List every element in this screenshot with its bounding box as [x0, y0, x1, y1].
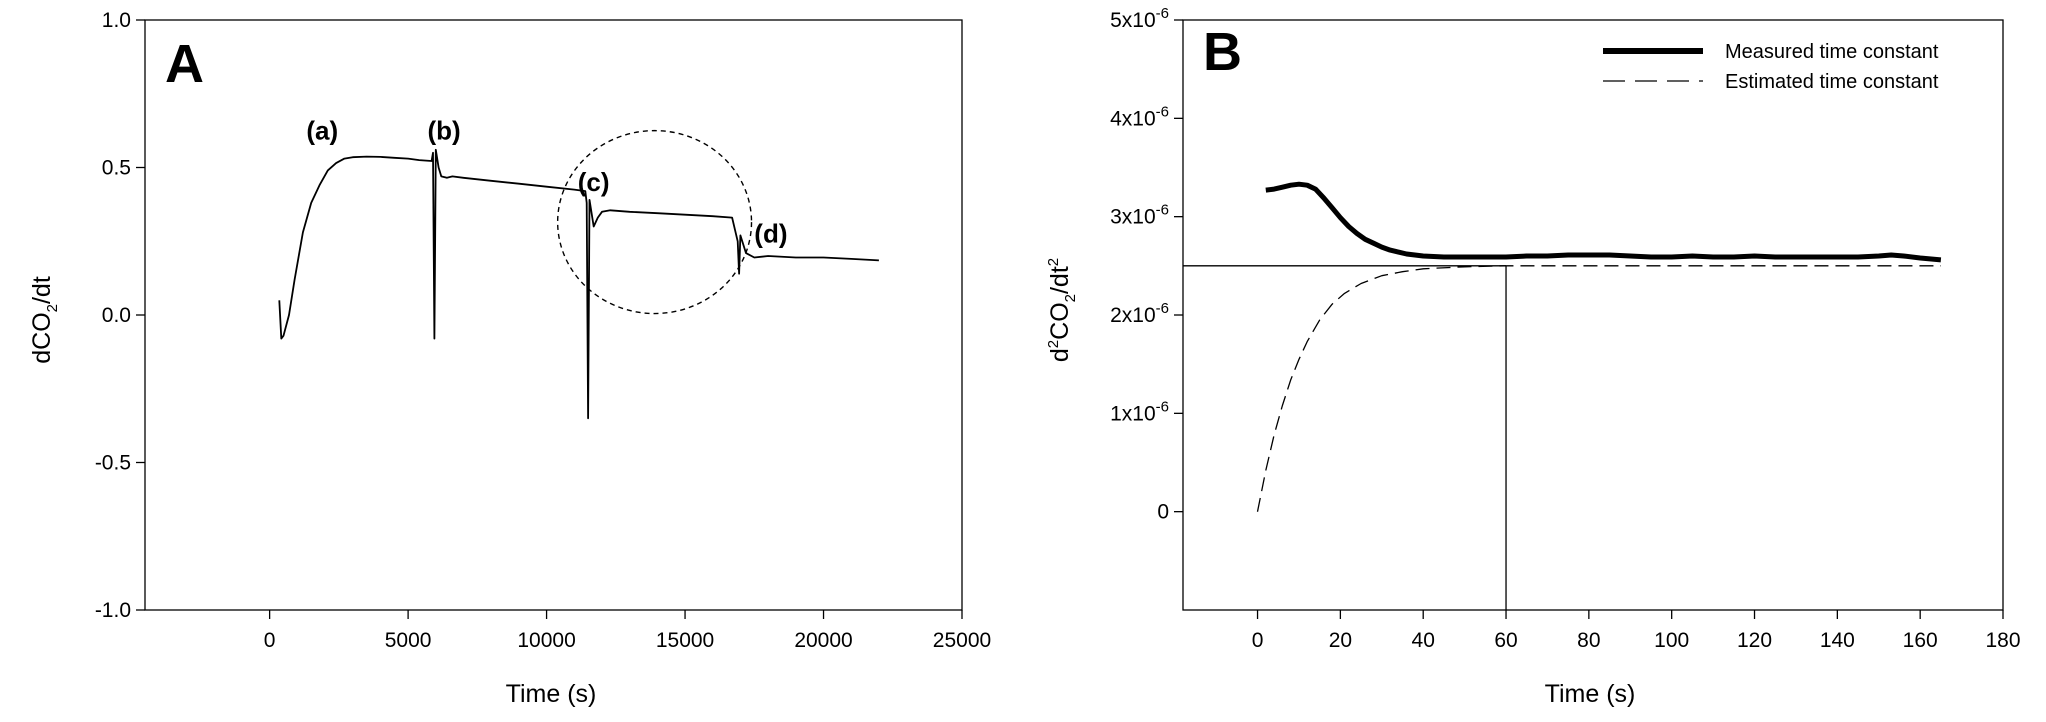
- panel-b-x-tick-label: 100: [1654, 629, 1689, 652]
- panel-b-x-tick-label: 20: [1329, 629, 1352, 652]
- panel-a-y-tick-label: -0.5: [95, 452, 131, 475]
- panel-a-x-axis-title: Time (s): [506, 680, 597, 708]
- chart-marks: 0 5000 10000 15000 20000 25000-1.0-0.50.00.51…: [95, 5, 2021, 652]
- panel-a-x-tick-label: 0: [264, 629, 276, 652]
- panel-b-x-tick-label: 160: [1903, 629, 1938, 652]
- panel-b-x-tick-label: 120: [1737, 629, 1772, 652]
- panel-a-y-tick-label: 0.5: [102, 157, 131, 180]
- panel-a-letter: A: [165, 34, 204, 94]
- panel-a-y-tick-label: -1.0: [95, 599, 131, 622]
- panel-b-x-tick-label: 140: [1820, 629, 1855, 652]
- panel-b-x-tick-label: 40: [1412, 629, 1435, 652]
- panel-a-y-axis-title: dCO2/dt: [28, 276, 61, 364]
- panel-b-x-tick-label: 180: [1985, 629, 2020, 652]
- panel-b-y-tick-label: 0: [1157, 501, 1169, 524]
- panel-a-annotation-label: (a): [306, 115, 338, 145]
- panel-b-y-tick-label: 4x10-6: [1110, 103, 1169, 130]
- panel-a-plot-frame: [144, 19, 963, 611]
- panel-b-x-tick-label: 0: [1252, 629, 1264, 652]
- panel-a-ylabel-sub: 2: [44, 304, 61, 312]
- panel-b-ylabel-sup1: 2: [1045, 340, 1062, 348]
- panel-b-x-axis-title: Time (s): [1545, 680, 1636, 708]
- panel-a-x-tick-label: 5000: [385, 629, 432, 652]
- panel-b-y-tick-label: 2x10-6: [1110, 300, 1169, 327]
- panel-a-x-tick-label: 15000: [656, 629, 714, 652]
- panel-a-annotation-label: (b): [428, 115, 461, 145]
- panel-b-ylabel-d: d: [1046, 348, 1074, 362]
- panel-b-x-tick-label: 60: [1494, 629, 1517, 652]
- panel-a-x-tick-label: 10000: [517, 629, 575, 652]
- panel-a-annotation-label: (c): [578, 167, 610, 197]
- panel-a-highlight-circle: [556, 129, 753, 315]
- panel-b-series-measured-time-constant: [1265, 181, 1942, 263]
- panel-a-x-tick-label: 25000: [933, 629, 991, 652]
- panel-b-ylabel-co: CO: [1046, 302, 1074, 340]
- panel-b-y-tick-label: 3x10-6: [1110, 202, 1169, 229]
- panel-b-series-estimated-time-constant: [1256, 265, 1941, 512]
- panel-a-annotation-label: (d): [754, 219, 787, 249]
- panel-b-y-tick-label: 5x10-6: [1110, 5, 1169, 32]
- panel-b-y-axis-title: d2CO2/dt2: [1045, 258, 1079, 362]
- panel-b-plot-frame: [1182, 19, 2004, 611]
- panel-a-ylabel-main: dCO: [28, 312, 56, 363]
- panel-b-ylabel-sub: 2: [1062, 294, 1079, 302]
- legend-label: Estimated time constant: [1725, 71, 1939, 93]
- panel-a-x-tick-label: 20000: [794, 629, 852, 652]
- panel-b-ylabel-sup2: 2: [1045, 258, 1062, 266]
- panel-b-y-tick-label: 1x10-6: [1110, 398, 1169, 425]
- panel-a-y-tick-label: 1.0: [102, 9, 131, 32]
- panel-a-ylabel-tail: /dt: [28, 276, 56, 304]
- panel-a-y-tick-label: 0.0: [102, 304, 131, 327]
- legend-label: Measured time constant: [1725, 41, 1939, 63]
- panel-b-letter: B: [1203, 22, 1242, 82]
- panel-b-ylabel-dt: /dt: [1046, 266, 1074, 294]
- panel-a-series-line: [278, 148, 879, 420]
- panel-b-x-tick-label: 80: [1577, 629, 1600, 652]
